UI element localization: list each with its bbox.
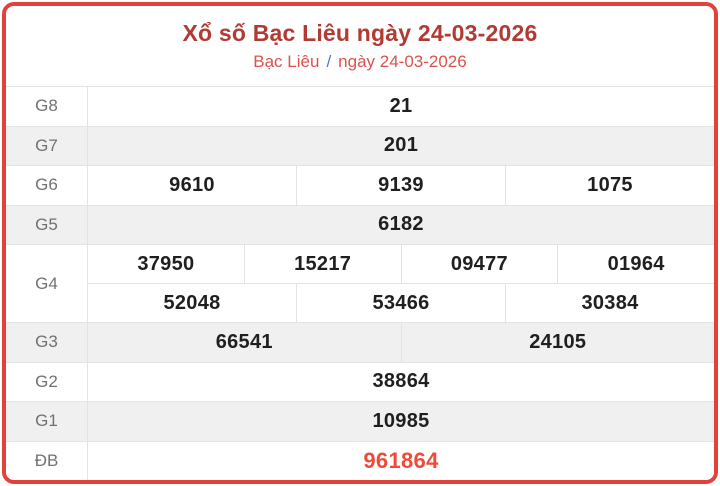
prize-number: 201 <box>383 134 419 157</box>
table-row-g3: G3 66541 24105 <box>6 322 714 362</box>
special-prize-number: 961864 <box>363 447 439 473</box>
prize-label: G3 <box>6 323 88 362</box>
table-row-g4: G4 37950 15217 09477 01964 52048 53466 3… <box>6 244 714 322</box>
prize-number: 21 <box>389 94 413 117</box>
prize-label: G1 <box>6 402 88 441</box>
prize-label: G4 <box>6 245 88 322</box>
table-row-g7: G7 201 <box>6 125 714 165</box>
prize-number: 01964 <box>557 245 714 283</box>
table-row-g1: G1 10985 <box>6 401 714 441</box>
breadcrumb-location-link[interactable]: Bạc Liêu <box>253 52 320 71</box>
prize-label: ĐB <box>6 441 88 480</box>
prize-number: 52048 <box>163 291 221 314</box>
table-row-g8: G8 21 <box>6 87 714 126</box>
prize-number: 66541 <box>215 330 273 353</box>
prize-number: 15217 <box>243 245 401 283</box>
breadcrumb: Bạc Liêu / ngày 24-03-2026 <box>253 52 466 72</box>
prize-label: G2 <box>6 362 88 401</box>
prize-label: G6 <box>6 166 88 205</box>
prize-table: G8 21 G7 201 G6 9610 9139 1075 <box>6 87 714 480</box>
prize-number: 9610 <box>169 173 215 196</box>
table-row-db: ĐB 961864 <box>6 440 714 480</box>
table-row-g5: G5 6182 <box>6 204 714 244</box>
prize-label: G7 <box>6 126 88 165</box>
page-title: Xổ số Bạc Liêu ngày 24-03-2026 <box>182 20 538 46</box>
prize-number: 09477 <box>400 245 558 283</box>
card-header: Xổ số Bạc Liêu ngày 24-03-2026 Bạc Liêu … <box>6 6 714 87</box>
breadcrumb-separator: / <box>326 52 332 71</box>
prize-label: G5 <box>6 205 88 244</box>
prize-number: 9139 <box>296 166 505 205</box>
table-row-g6: G6 9610 9139 1075 <box>6 165 714 205</box>
breadcrumb-date-link[interactable]: ngày 24-03-2026 <box>338 52 467 71</box>
prize-number: 37950 <box>137 252 195 275</box>
prize-number: 24105 <box>400 323 715 362</box>
table-row-g2: G2 38864 <box>6 361 714 401</box>
prize-number: 30384 <box>505 284 714 322</box>
prize-number: 6182 <box>378 213 424 236</box>
prize-number: 10985 <box>372 409 430 432</box>
prize-number: 1075 <box>505 166 714 205</box>
prize-number: 53466 <box>296 284 505 322</box>
prize-number: 38864 <box>372 370 430 393</box>
prize-label: G8 <box>6 87 88 126</box>
